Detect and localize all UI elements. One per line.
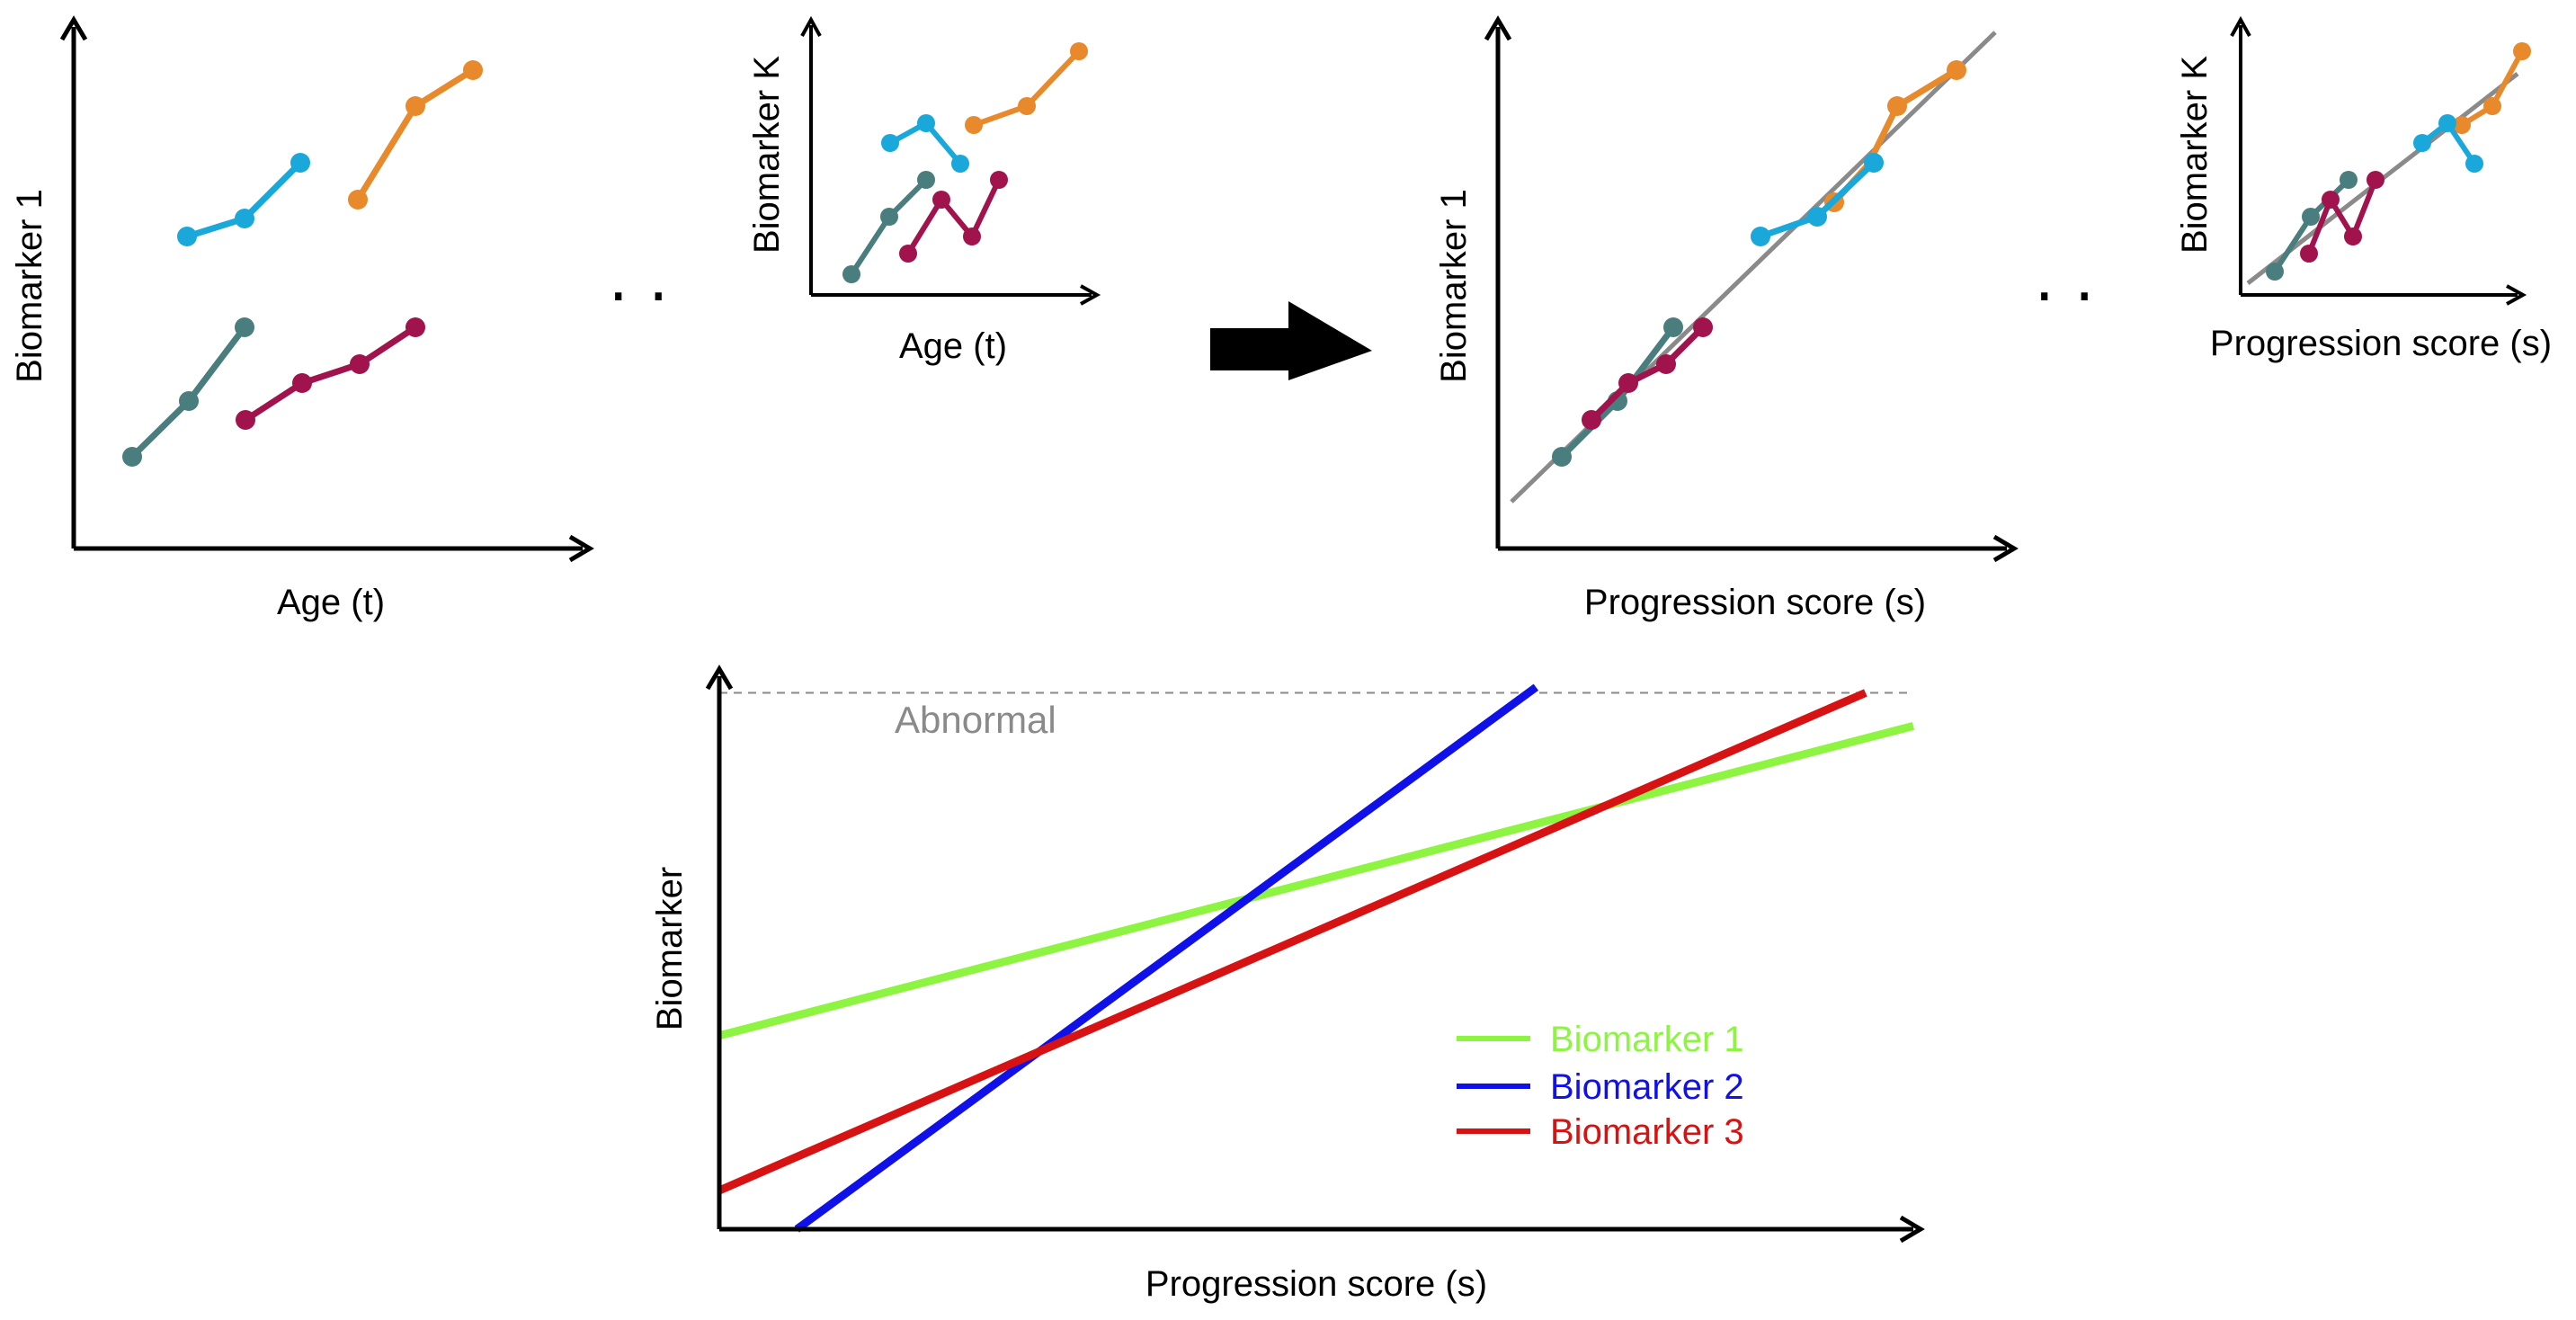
point-crimson [406,317,425,337]
point-crimson [2344,227,2362,245]
panel-4-axes [2230,15,2527,306]
panel-3-series [1552,60,1966,467]
panel-4-series [2266,42,2531,281]
point-teal [179,391,199,411]
panel-2-ylabel: Biomarker K [747,56,787,254]
point-crimson [236,410,255,430]
legend-label: Biomarker 1 [1550,1020,1744,1059]
series-orange [355,67,475,201]
point-cyan [1751,227,1770,246]
point-crimson [1618,373,1638,393]
series-crimson [1589,325,1706,423]
bottom-series [718,683,1915,1233]
point-orange [2483,97,2501,115]
series-crimson [905,178,1002,255]
panel-2-axes [800,15,1101,306]
legend: Biomarker 1 Biomarker 2 Biomarker 3 [1457,1020,1744,1152]
point-cyan [1864,153,1884,173]
point-orange [1947,60,1966,80]
point-teal [2302,208,2320,226]
panel-1-age-biomarker1: Biomarker 1 Age (t) [10,15,594,622]
legend-item-biomarker-2: Biomarker 2 [1457,1067,1744,1107]
panel-3-xlabel: Progression score (s) [1584,583,1926,622]
point-cyan [290,153,310,173]
abnormal-label: Abnormal [895,699,1056,741]
point-orange [1018,97,1036,115]
bottom-xlabel: Progression score (s) [1145,1264,1487,1304]
panel-4-ylabel: Biomarker K [2175,56,2215,254]
series-crimson [2306,178,2378,255]
bottom-axes [705,664,1925,1244]
point-crimson [1656,354,1676,374]
point-teal [842,265,860,283]
point-crimson [2322,191,2340,209]
bottom-ylabel: Biomarker [650,867,690,1030]
panel-3-axes [1484,15,2019,563]
point-crimson [292,373,312,393]
point-crimson [2367,171,2384,189]
point-teal [917,171,935,189]
point-cyan [2438,114,2456,132]
point-crimson [350,354,370,374]
point-teal [235,317,254,337]
legend-label: Biomarker 3 [1550,1112,1744,1152]
line-biomarker-2 [794,683,1539,1233]
point-cyan [177,227,197,246]
point-orange [2453,116,2471,134]
point-orange [348,190,368,210]
point-teal [1552,447,1572,467]
point-teal [2266,263,2284,281]
panel-2-age-biomarkerK: Biomarker K Age (t) [747,15,1101,366]
point-crimson [1693,317,1713,337]
point-cyan [951,155,969,173]
panel-4-xlabel: Progression score (s) [2210,324,2552,363]
panel-1-series [122,60,483,467]
point-cyan [2465,155,2483,173]
point-orange [965,116,983,134]
point-cyan [917,114,935,132]
panel-3-ylabel: Biomarker 1 [1434,189,1474,383]
point-orange [406,96,425,116]
ellipsis-right: · · [2035,260,2095,334]
line-biomarker-1 [718,721,1915,1040]
series-crimson [244,325,417,423]
legend-item-biomarker-3: Biomarker 3 [1457,1112,1744,1152]
series-teal [849,177,929,276]
point-cyan [1807,207,1827,227]
point-orange [463,60,483,80]
panel-3-progression-biomarker1: Biomarker 1 Progression score (s) [1434,15,2019,622]
point-crimson [990,171,1008,189]
legend-label: Biomarker 2 [1550,1067,1744,1107]
panel-1-axes [59,15,594,563]
point-crimson [932,191,950,209]
ellipsis-left: · · [609,260,669,334]
point-teal [880,208,898,226]
point-crimson [963,227,981,245]
point-cyan [881,134,899,152]
point-teal [2340,171,2358,189]
point-crimson [2300,245,2318,263]
line-biomarker-3 [718,689,1867,1195]
point-orange [1070,42,1088,60]
panel-1-ylabel: Biomarker 1 [10,189,49,383]
point-crimson [899,245,917,263]
point-teal [1663,317,1683,337]
point-teal [122,447,142,467]
point-orange [2513,42,2531,60]
panel-2-series [842,42,1088,283]
bottom-chart: Abnormal Biomarker 1 Biomarker 2 Biom [650,664,1925,1304]
legend-item-biomarker-1: Biomarker 1 [1457,1020,1744,1059]
point-cyan [235,209,254,228]
panel-1-xlabel: Age (t) [277,583,385,622]
transform-arrow [1210,301,1372,380]
point-cyan [2413,134,2431,152]
point-orange [1887,96,1907,116]
panel-4-progression-biomarkerK: Biomarker K Progression score (s) [2175,15,2552,363]
panel-2-xlabel: Age (t) [899,326,1007,366]
point-crimson [1582,410,1601,430]
